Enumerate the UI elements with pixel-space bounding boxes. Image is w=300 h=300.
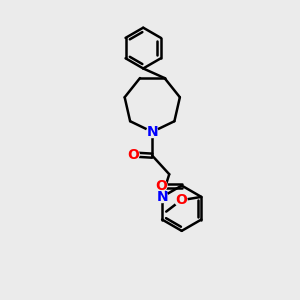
Circle shape — [147, 126, 158, 137]
Text: N: N — [146, 125, 158, 139]
Circle shape — [155, 179, 167, 192]
Circle shape — [175, 194, 187, 206]
Circle shape — [127, 148, 139, 160]
Text: O: O — [155, 178, 167, 193]
Text: O: O — [175, 193, 187, 207]
Text: N: N — [156, 190, 168, 204]
Circle shape — [156, 191, 168, 202]
Text: O: O — [127, 148, 139, 161]
